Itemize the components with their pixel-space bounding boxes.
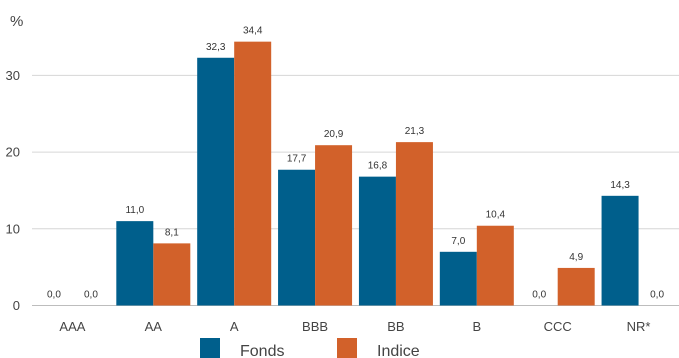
bars (116, 42, 638, 306)
y-tick-label: 30 (6, 68, 20, 83)
bar-fonds-nr (602, 196, 639, 306)
x-category-label: AA (145, 319, 163, 334)
legend: Fonds Indice (200, 338, 420, 358)
y-tick-label: 10 (6, 221, 20, 236)
data-label: 16,8 (368, 161, 388, 172)
bar-fonds-aa (116, 221, 153, 305)
data-label: 21,3 (405, 126, 425, 137)
data-label: 8,1 (165, 227, 179, 238)
data-label: 17,7 (287, 154, 307, 165)
x-category-label: BBB (302, 319, 328, 334)
data-label: 32,3 (206, 42, 226, 53)
data-label: 34,4 (243, 26, 263, 37)
bar-fonds-b (440, 252, 477, 306)
legend-label-indice: Indice (377, 343, 420, 358)
data-label: 0,0 (84, 290, 98, 301)
x-category-label: A (230, 319, 239, 334)
legend-swatch-indice (337, 338, 357, 358)
bar-indice-ccc (558, 268, 595, 306)
data-label: 0,0 (650, 290, 664, 301)
y-tick-label: 0 (13, 298, 20, 313)
bar-fonds-bb (359, 177, 396, 306)
bar-fonds-bbb (278, 170, 315, 306)
data-label: 0,0 (47, 290, 61, 301)
bar-indice-aa (153, 243, 190, 305)
data-label: 10,4 (486, 210, 506, 221)
x-category-label: CCC (544, 319, 572, 334)
data-label: 14,3 (610, 180, 630, 191)
data-label: 20,9 (324, 129, 344, 140)
bar-indice-bb (396, 142, 433, 305)
x-category-label: AAA (59, 319, 85, 334)
data-label: 7,0 (451, 236, 465, 247)
x-category-label: B (472, 319, 481, 334)
data-label: 4,9 (569, 252, 583, 263)
x-axis-category-labels: AAA AA A BBB BB B CCC NR* (59, 319, 650, 334)
bar-indice-bbb (315, 145, 352, 305)
bar-indice-a (234, 42, 271, 306)
x-category-label: NR* (627, 319, 651, 334)
y-tick-label: 20 (6, 145, 20, 160)
data-label: 0,0 (532, 290, 546, 301)
data-label: 11,0 (125, 205, 144, 216)
legend-swatch-fonds (200, 338, 220, 358)
bar-fonds-a (197, 58, 234, 306)
bar-indice-b (477, 226, 514, 306)
x-category-label: BB (387, 319, 404, 334)
legend-label-fonds: Fonds (240, 343, 284, 358)
y-axis-ticks: 0 10 20 30 (6, 68, 20, 313)
y-axis-unit-label: % (10, 13, 23, 30)
